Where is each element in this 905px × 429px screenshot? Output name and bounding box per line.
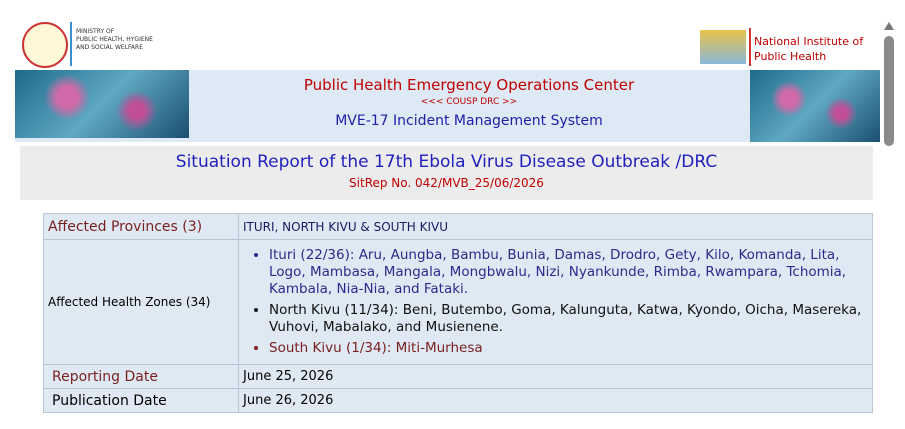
info-table: Affected Provinces (3) ITURI, NORTH KIVU … [43,213,873,413]
scroll-up[interactable] [884,22,894,30]
banner-subtitle: <<< COUSP DRC >> [420,97,518,107]
institute-name: National Institute of Public Health [754,34,863,64]
scrollbar[interactable] [884,36,894,146]
insp-logo [700,30,746,64]
zone-item: South Kivu (1/34): Miti-Murhesa [269,340,868,357]
row-label: Affected Health Zones (34) [43,239,239,365]
banner-title: Public Health Emergency Operations Cente… [303,76,635,94]
ministry-line: MINISTRY OF [76,28,115,35]
zone-list: Ituri (22/36): Aru, Aungba, Bambu, Bunia… [243,247,868,357]
zone-item: Ituri (22/36): Aru, Aungba, Bambu, Bunia… [269,247,868,298]
institute-line: Public Health [754,50,827,63]
report-box: Situation Report of the 17th Ebola Virus… [20,146,873,200]
row-value: June 26, 2026 [238,388,873,413]
row-value: June 25, 2026 [238,364,873,389]
divider [749,28,751,66]
banner-image [15,70,189,138]
ministry-line: AND SOCIAL WELFARE [76,44,143,51]
report-title: Situation Report of the 17th Ebola Virus… [175,152,718,172]
row: Reporting Date June 25, 2026 [43,364,873,389]
ministry-name: MINISTRY OF PUBLIC HEALTH, HYGIENE AND S… [76,28,153,52]
divider [70,22,72,66]
row: Publication Date June 26, 2026 [43,388,873,413]
row-value: Ituri (22/36): Aru, Aungba, Bambu, Bunia… [238,239,873,365]
report-number: SitRep No. 042/MVB_25/06/2026 [349,176,544,190]
row: Affected Provinces (3) ITURI, NORTH KIVU … [43,213,873,240]
row-label: Affected Provinces (3) [43,213,239,240]
ministry-seal [22,22,68,68]
ministry-line: PUBLIC HEALTH, HYGIENE [76,36,153,43]
row-label: Publication Date [43,388,239,413]
zone-item: North Kivu (11/34): Beni, Butembo, Goma,… [269,302,868,336]
row: Affected Health Zones (34) Ituri (22/36)… [43,239,873,365]
row-label: Reporting Date [43,364,239,389]
table: Affected Provinces (3) ITURI, NORTH KIVU … [43,213,873,413]
banner-image [750,70,880,142]
row-value: ITURI, NORTH KIVU & SOUTH KIVU [238,213,873,240]
institute-line: National Institute of [754,35,864,48]
banner-text: Public Health Emergency Operations Cente… [190,76,748,129]
banner-system: MVE-17 Incident Management System [335,113,603,129]
